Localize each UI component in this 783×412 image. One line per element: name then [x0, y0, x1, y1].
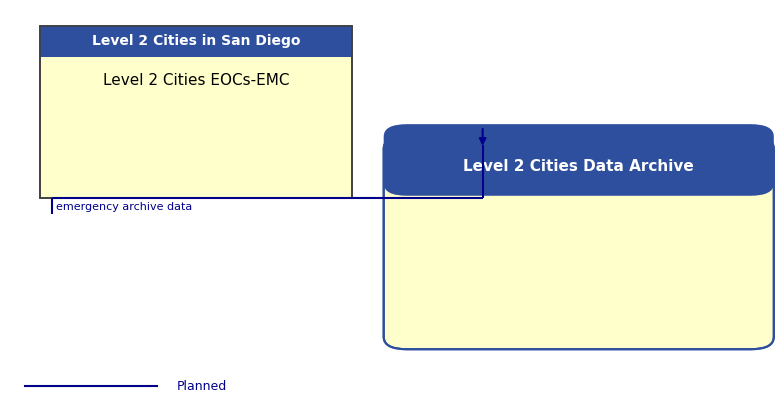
Bar	[41, 26, 352, 56]
Text: emergency archive data: emergency archive data	[56, 202, 193, 212]
Text: Planned: Planned	[177, 379, 227, 393]
FancyBboxPatch shape	[384, 124, 774, 196]
Text: Level 2 Cities in San Diego: Level 2 Cities in San Diego	[92, 34, 301, 48]
Bar	[41, 26, 352, 198]
Bar	[419, 166, 738, 183]
Text: Level 2 Cities Data Archive: Level 2 Cities Data Archive	[464, 159, 694, 173]
Text: Level 2 Cities EOCs-EMC: Level 2 Cities EOCs-EMC	[103, 73, 290, 88]
Bar	[41, 26, 352, 198]
FancyBboxPatch shape	[384, 136, 774, 349]
